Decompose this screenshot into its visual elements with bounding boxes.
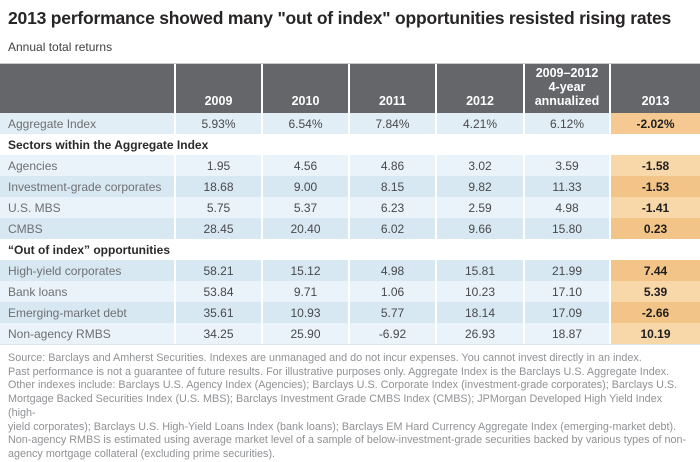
cell-value: 18.87	[525, 323, 611, 344]
cell-value: 17.10	[525, 281, 611, 302]
row-label: Aggregate Index	[0, 113, 176, 134]
cell-value: 10.23	[437, 281, 525, 302]
cell-value: 2.59	[437, 197, 525, 218]
row-label: CMBS	[0, 218, 176, 239]
table-row-non-agency-rmbs: Non-agency RMBS 34.25 25.90 -6.92 26.93 18.87…	[0, 323, 700, 344]
table-row-u-s-mbs: U.S. MBS 5.75 5.37 6.23 2.59 4.98 -1.41	[0, 197, 700, 218]
cell-value: 6.12%	[525, 113, 611, 134]
cell-value: 1.95	[176, 155, 263, 176]
cell-2013-value: -1.58	[611, 155, 700, 176]
row-label: Bank loans	[0, 281, 176, 302]
cell-value: 15.80	[525, 218, 611, 239]
row-label: Agencies	[0, 155, 176, 176]
cell-value: 4.98	[350, 260, 437, 281]
cell-2013-value: -1.41	[611, 197, 700, 218]
row-label: Emerging-market debt	[0, 302, 176, 323]
cell-value: 18.68	[176, 176, 263, 197]
col-header-2012: 2012	[437, 64, 525, 113]
cell-2013-value: 0.23	[611, 218, 700, 239]
cell-value: 8.15	[350, 176, 437, 197]
cell-value: 21.99	[525, 260, 611, 281]
col-header-2009: 2009	[176, 64, 263, 113]
cell-value: 35.61	[176, 302, 263, 323]
row-label: High-yield corporates	[0, 260, 176, 281]
cell-value: 11.33	[525, 176, 611, 197]
cell-value: 20.40	[263, 218, 350, 239]
cell-value: 4.56	[263, 155, 350, 176]
cell-value: 5.93%	[176, 113, 263, 134]
cell-2013-value: 5.39	[611, 281, 700, 302]
row-label: Investment-grade corporates	[0, 176, 176, 197]
returns-table: 2009 2010 2011 2012 2009–2012 4-year annuali…	[0, 63, 700, 345]
table-row-emerging-market-debt: Emerging-market debt 35.61 10.93 5.77 18.14 1…	[0, 302, 700, 323]
cell-2013-value: 10.19	[611, 323, 700, 344]
cell-value: 28.45	[176, 218, 263, 239]
footnote-line: Mortgage Backed Securities Index (U.S. M…	[8, 393, 663, 419]
cell-2013-value: -2.66	[611, 302, 700, 323]
source-footnote: Source: Barclays and Amherst Securities.…	[8, 352, 692, 462]
subtitle: Annual total returns	[8, 40, 113, 54]
cell-value: 58.21	[176, 260, 263, 281]
table-row-cmbs: CMBS 28.45 20.40 6.02 9.66 15.80 0.23	[0, 218, 700, 239]
table-row-bank-loans: Bank loans 53.84 9.71 1.06 10.23 17.10 5.39	[0, 281, 700, 302]
cell-value: 7.84%	[350, 113, 437, 134]
cell-value: 5.37	[263, 197, 350, 218]
cell-2013-value: -2.02%	[611, 113, 700, 134]
section-header-sectors-within-the-aggregate-index: Sectors within the Aggregate Index	[0, 134, 700, 155]
chart-title: 2013 performance showed many "out of ind…	[8, 8, 672, 28]
row-label: U.S. MBS	[0, 197, 176, 218]
cell-value: 5.75	[176, 197, 263, 218]
footnote-line: Other indexes include: Barclays U.S. Age…	[8, 379, 678, 392]
cell-value: 9.66	[437, 218, 525, 239]
table-row-aggregate-index: Aggregate Index 5.93% 6.54% 7.84% 4.21% 6.12%…	[0, 113, 700, 134]
section-header-out-of-index-opportunities: “Out of index” opportunities	[0, 239, 700, 260]
col-header-blank	[0, 64, 176, 113]
footnote-line: yield corporates); Barclays U.S. High-Yi…	[8, 420, 677, 433]
cell-value: 6.23	[350, 197, 437, 218]
cell-value: 15.12	[263, 260, 350, 281]
cell-2013-value: -1.53	[611, 176, 700, 197]
cell-value: 4.86	[350, 155, 437, 176]
cell-value: 4.21%	[437, 113, 525, 134]
col-header-2010: 2010	[263, 64, 350, 113]
table-row-investment-grade-corporates: Investment-grade corporates 18.68 9.00 8.15…	[0, 176, 700, 197]
cell-value: 4.98	[525, 197, 611, 218]
cell-value: 9.71	[263, 281, 350, 302]
footnote-line: Non-agency RMBS is estimated using avera…	[8, 434, 687, 447]
table-row-high-yield-corporates: High-yield corporates 58.21 15.12 4.98 15.81…	[0, 260, 700, 281]
cell-value: -6.92	[350, 323, 437, 344]
page: 2013 performance showed many "out of ind…	[0, 7, 700, 460]
cell-value: 53.84	[176, 281, 263, 302]
cell-value: 9.82	[437, 176, 525, 197]
cell-value: 6.02	[350, 218, 437, 239]
cell-value: 10.93	[263, 302, 350, 323]
cell-value: 25.90	[263, 323, 350, 344]
table-header-row: 2009 2010 2011 2012 2009–2012 4-year annuali…	[0, 64, 700, 113]
col-header-2011: 2011	[350, 64, 437, 113]
col-header-4yr-annualized: 2009–2012 4-year annualized	[525, 64, 611, 113]
cell-value: 5.77	[350, 302, 437, 323]
cell-value: 6.54%	[263, 113, 350, 134]
table-row-agencies: Agencies 1.95 4.56 4.86 3.02 3.59 -1.58	[0, 155, 700, 176]
footnote-line: Source: Barclays and Amherst Securities.…	[8, 352, 642, 364]
cell-value: 3.59	[525, 155, 611, 176]
cell-value: 18.14	[437, 302, 525, 323]
footnote-line: agency mortgage collateral (excluding pr…	[8, 447, 276, 460]
cell-value: 1.06	[350, 281, 437, 302]
cell-value: 34.25	[176, 323, 263, 344]
cell-2013-value: 7.44	[611, 260, 700, 281]
cell-value: 17.09	[525, 302, 611, 323]
row-label: Non-agency RMBS	[0, 323, 176, 344]
cell-value: 26.93	[437, 323, 525, 344]
cell-value: 3.02	[437, 155, 525, 176]
cell-value: 9.00	[263, 176, 350, 197]
col-header-2013: 2013	[611, 64, 700, 113]
footnote-line: Past performance is not a guarantee of f…	[8, 365, 670, 378]
cell-value: 15.81	[437, 260, 525, 281]
